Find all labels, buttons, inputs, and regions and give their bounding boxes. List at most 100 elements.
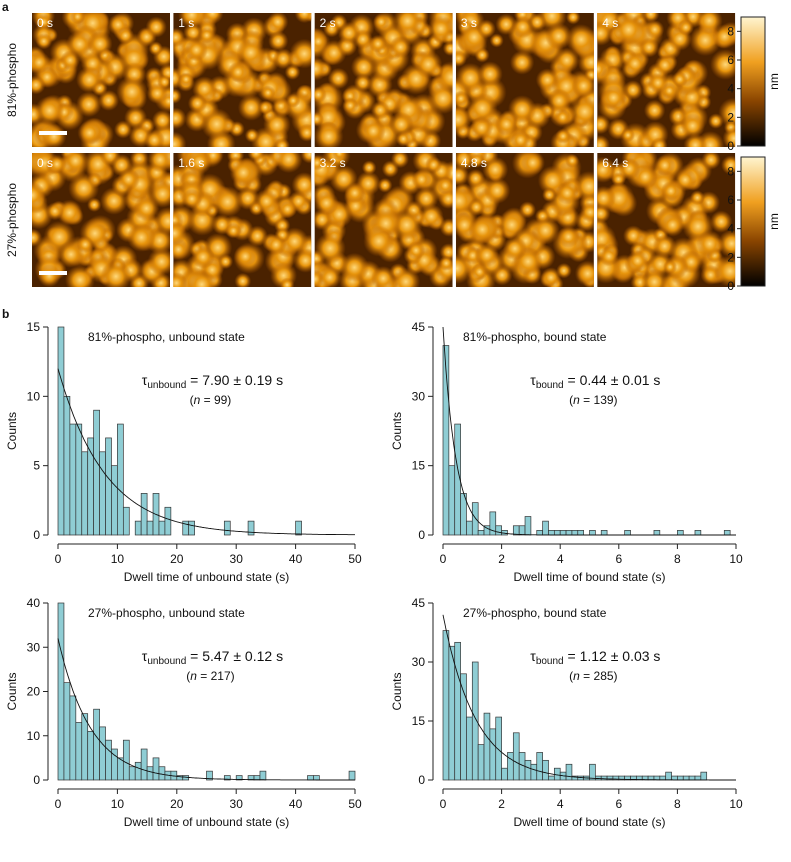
afm-blob <box>597 114 611 135</box>
afm-blob <box>263 111 291 139</box>
afm-blob <box>98 89 120 111</box>
bar <box>348 770 356 781</box>
y-tick-label: 5 <box>33 459 40 473</box>
afm-blob <box>314 86 327 103</box>
y-tick-label: 10 <box>27 389 41 403</box>
tau-symbol: τ <box>530 372 536 388</box>
bar <box>600 775 608 781</box>
afm-blob <box>70 13 86 25</box>
bar <box>677 775 684 781</box>
tau-value: = 7.90 ± 0.19 s <box>186 372 283 388</box>
afm-blob <box>127 223 156 252</box>
bar <box>559 530 567 536</box>
afm-blob <box>663 259 678 275</box>
afm-blob <box>254 189 279 214</box>
colorbar-tick-label: 0 <box>727 279 734 293</box>
afm-image <box>455 153 594 287</box>
afm-blob <box>342 97 359 114</box>
afm-blob <box>468 215 497 244</box>
bar <box>93 708 100 781</box>
y-tick-label: 45 <box>412 596 426 610</box>
bar <box>448 465 456 536</box>
time-label: 2 s <box>320 16 336 30</box>
x-tick-label: 2 <box>498 797 505 811</box>
afm-blob <box>37 264 61 287</box>
bar <box>188 520 195 536</box>
afm-blob <box>218 254 234 270</box>
x-axis-title: Dwell time of bound state (s) <box>513 815 665 829</box>
afm-blob <box>186 153 212 175</box>
afm-blob <box>187 269 217 287</box>
afm-blob <box>314 32 328 51</box>
colorbar-tick-label: 6 <box>727 193 734 207</box>
y-tick-label: 0 <box>33 773 40 787</box>
bar <box>542 520 549 536</box>
bar <box>477 530 485 536</box>
bar <box>466 520 473 536</box>
colorbar-tick-label: 4 <box>727 222 734 236</box>
afm-blob <box>300 153 312 164</box>
afm-blob <box>542 187 557 203</box>
colorbar-tick-label: 4 <box>727 82 734 96</box>
afm-blob <box>647 72 669 94</box>
colorbar-tick-label: 0 <box>727 139 734 153</box>
bar <box>117 423 124 536</box>
afm-blob <box>520 153 545 175</box>
fit-annotation: τbound = 1.12 ± 0.03 s <box>530 648 660 667</box>
afm-blob <box>273 137 290 147</box>
bar <box>69 423 77 536</box>
y-tick-label: 45 <box>412 320 426 334</box>
afm-blob <box>613 14 644 46</box>
colorbar-tick-label: 2 <box>727 250 734 264</box>
tau-value: = 5.47 ± 0.12 s <box>186 648 283 664</box>
afm-blob <box>650 137 668 147</box>
y-axis-title: Counts <box>390 412 404 450</box>
afm-blob <box>314 154 325 171</box>
afm-blob <box>468 153 485 168</box>
time-label: 4 s <box>602 16 618 30</box>
afm-blob <box>483 177 511 204</box>
bar <box>158 520 166 536</box>
afm-image <box>173 153 312 287</box>
afm-blob <box>579 202 594 223</box>
afm-blob <box>390 153 410 169</box>
tau-subscript: bound <box>536 656 564 667</box>
afm-blob <box>673 168 697 192</box>
afm-blob <box>370 100 390 120</box>
afm-blob <box>200 108 233 140</box>
afm-blob <box>173 88 182 104</box>
afm-image <box>314 13 453 147</box>
bar <box>536 752 543 781</box>
bar <box>134 520 142 536</box>
bar <box>600 530 608 536</box>
afm-blob <box>187 93 208 113</box>
y-axis-title: Counts <box>5 412 19 450</box>
afm-blob <box>360 118 386 144</box>
afm-blob <box>618 157 641 180</box>
afm-blob <box>64 265 96 287</box>
x-axis-title: Dwell time of bound state (s) <box>513 570 665 584</box>
bar <box>117 757 124 781</box>
afm-blob <box>117 168 140 191</box>
bar <box>295 520 302 536</box>
bar <box>595 775 602 781</box>
bar <box>571 530 579 536</box>
afm-blob <box>212 186 244 218</box>
afm-blob <box>545 22 573 50</box>
afm-blob <box>268 30 289 52</box>
afm-blob <box>411 169 432 190</box>
bar <box>565 763 573 781</box>
y-tick-label: 0 <box>418 528 425 542</box>
afm-blob <box>77 120 102 145</box>
afm-blob <box>377 177 393 193</box>
x-tick-label: 4 <box>557 797 564 811</box>
x-axis-title: Dwell time of unbound state (s) <box>124 815 289 829</box>
bar <box>307 775 314 781</box>
afm-blob <box>660 180 681 201</box>
bar <box>460 673 467 781</box>
afm-blob <box>173 220 187 246</box>
bar <box>134 761 142 781</box>
bar <box>653 530 661 536</box>
afm-blob <box>265 234 287 256</box>
